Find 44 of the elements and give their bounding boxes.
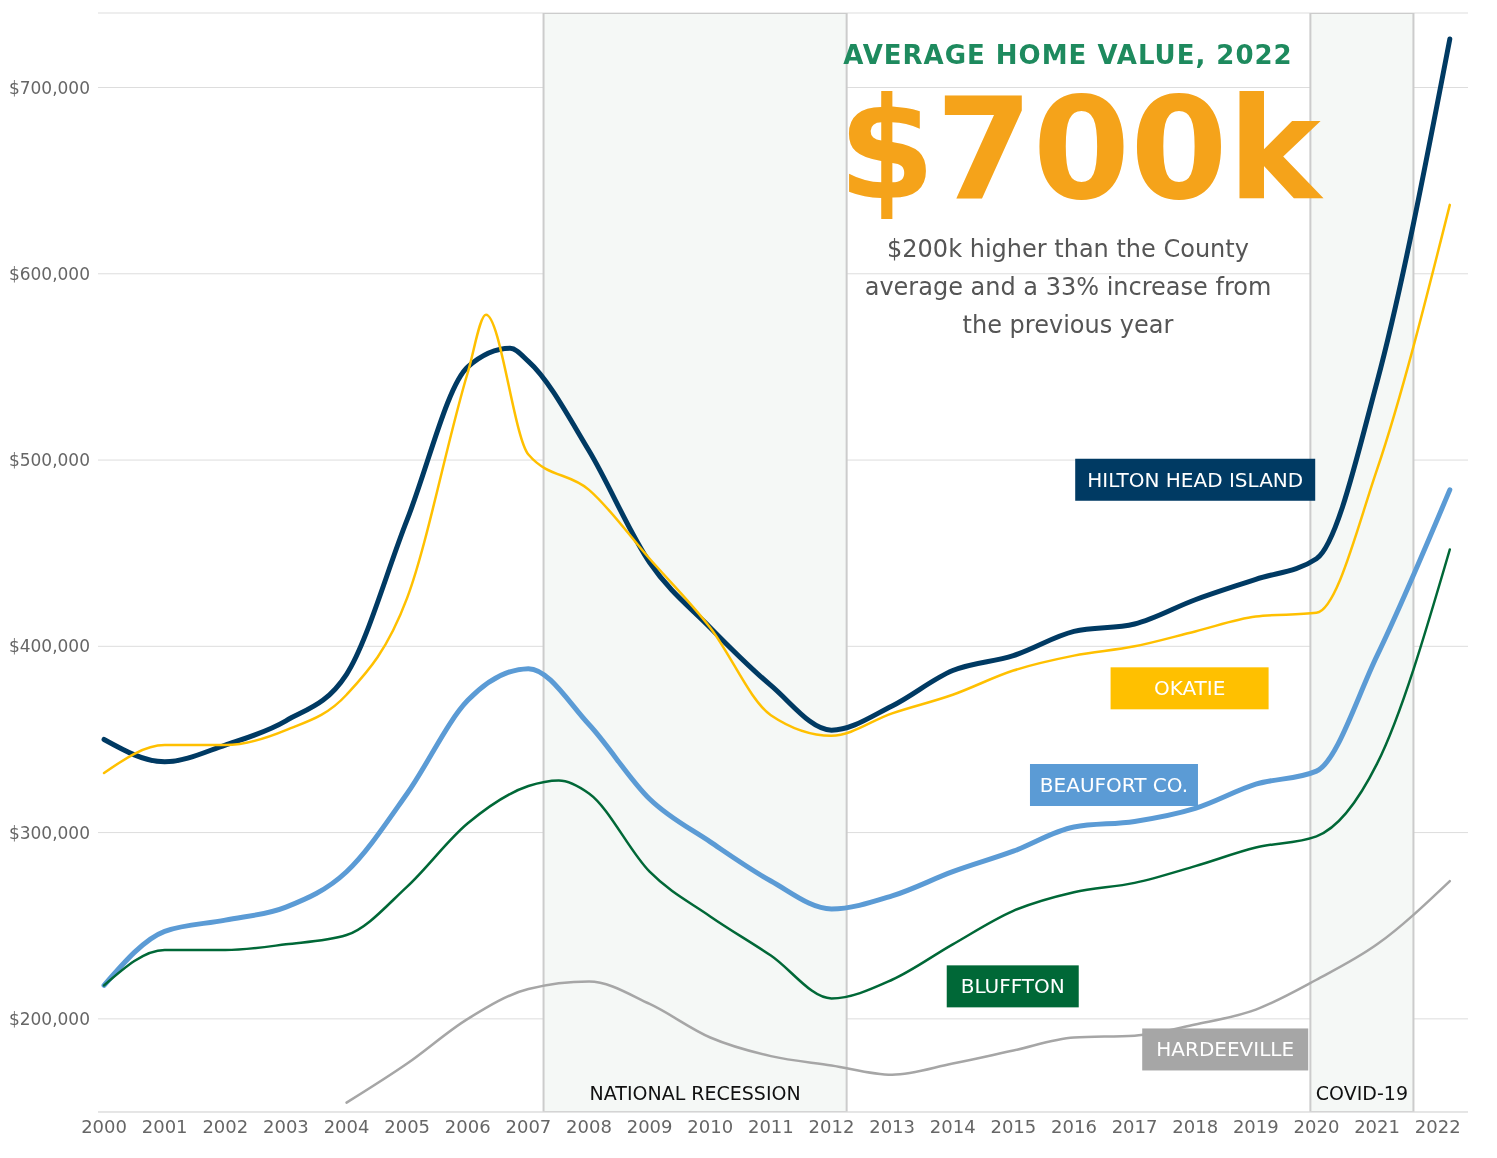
name-tag: BEAUFORT CO.	[1029, 764, 1198, 806]
x-tick-label: 2009	[626, 1115, 673, 1137]
x-tick-label: 2000	[81, 1115, 127, 1137]
y-tick-label: $700,000	[8, 77, 90, 98]
x-tick-label: 2017	[1111, 1115, 1158, 1137]
x-tick-label: 2001	[141, 1115, 188, 1137]
name-tag: HARDEEVILLE	[1142, 1028, 1309, 1071]
series-label: OKATIE	[1153, 676, 1226, 701]
series-label: BLUFFTON	[960, 974, 1065, 999]
band-label: NATIONAL RECESSION	[589, 1082, 801, 1104]
x-tick-label: 2002	[202, 1115, 249, 1137]
annotation: $200k higher than the County average and a 33% increase from the previous year	[863, 234, 1273, 341]
x-tick-label: 2007	[505, 1115, 552, 1137]
x-tick-label: 2015	[990, 1115, 1037, 1137]
x-tick-label: 2013	[869, 1115, 916, 1137]
x-tick-label: 2020	[1293, 1115, 1340, 1137]
x-tick-label: 2003	[263, 1115, 309, 1137]
series-label: HARDEEVILLE	[1156, 1037, 1295, 1062]
x-tick-label: 2016	[1051, 1115, 1097, 1137]
x-tick-label: 2021	[1354, 1115, 1400, 1137]
line-series	[345, 879, 1452, 1104]
y-tick-label: $200,000	[8, 1008, 90, 1029]
annotation: $700k	[838, 68, 1321, 231]
x-tick-label: 2014	[929, 1115, 976, 1137]
x-tick-label: 2019	[1232, 1115, 1279, 1137]
x-tick-label: 2005	[384, 1115, 431, 1137]
x-tick-label: 2008	[566, 1115, 612, 1137]
name-tag: HILTON HEAD ISLAND	[1075, 458, 1316, 501]
series-label: BEAUFORT CO.	[1039, 773, 1189, 798]
y-tick-label: $400,000	[8, 636, 90, 657]
x-tick-label: 2018	[1172, 1115, 1219, 1137]
y-tick-label: $600,000	[8, 263, 90, 284]
y-tick-label: $300,000	[8, 822, 90, 843]
y-tick-label: $500,000	[8, 450, 90, 471]
x-tick-label: 2011	[747, 1115, 794, 1137]
x-tick-label: 2012	[808, 1115, 855, 1137]
x-tick-label: 2004	[323, 1115, 370, 1137]
name-tag: OKATIE	[1110, 667, 1269, 710]
name-tag: BLUFFTON	[946, 965, 1079, 1008]
x-tick-label: 2010	[687, 1115, 734, 1137]
x-tick-label: 2022	[1414, 1115, 1461, 1137]
x-tick-label: 2006	[444, 1115, 491, 1137]
text: AVERAGE HOME VALUE, 2022	[842, 40, 1294, 70]
band-label: COVID-19	[1315, 1082, 1408, 1104]
